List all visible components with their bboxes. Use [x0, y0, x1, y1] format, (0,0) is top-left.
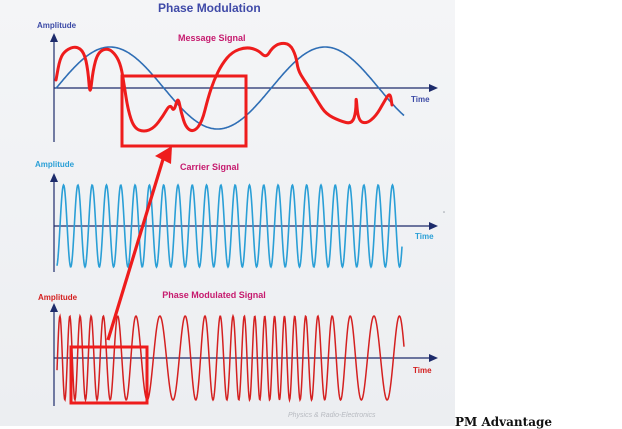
credit-watermark: Physics & Radio-Electronics: [288, 412, 376, 419]
carrier-x-arrow: [429, 222, 438, 230]
diagram-title: Phase Modulation: [158, 1, 261, 15]
message-axes: [50, 33, 438, 142]
message-amplitude-label: Amplitude: [37, 21, 77, 30]
connection-arrow-head: [155, 146, 172, 164]
message-annotation-scribble: [54, 41, 394, 133]
carrier-wave: [56, 183, 403, 269]
message-time-label: Time: [411, 95, 430, 104]
message-signal-title: Message Signal: [178, 33, 246, 43]
message-wave: [55, 46, 405, 130]
carrier-y-arrow: [50, 173, 58, 182]
carrier-amplitude-label: Amplitude: [35, 160, 75, 169]
carrier-time-label: Time: [415, 232, 434, 241]
message-x-arrow: [429, 84, 438, 92]
modulated-x-arrow: [429, 354, 438, 362]
modulated-signal-title: Phase Modulated Signal: [162, 290, 266, 300]
connection-arrow-line: [106, 155, 166, 341]
carrier-signal-title: Carrier Signal: [180, 162, 240, 172]
modulated-y-arrow: [50, 303, 58, 312]
modulated-highlight-box: [69, 345, 149, 405]
message-y-arrow: [50, 33, 58, 42]
modulated-time-label: Time: [413, 366, 432, 375]
stray-dot: [443, 211, 445, 213]
modulated-amplitude-label: Amplitude: [38, 293, 78, 302]
modulated-wave: [56, 313, 405, 403]
message-highlight-box: [120, 74, 248, 148]
